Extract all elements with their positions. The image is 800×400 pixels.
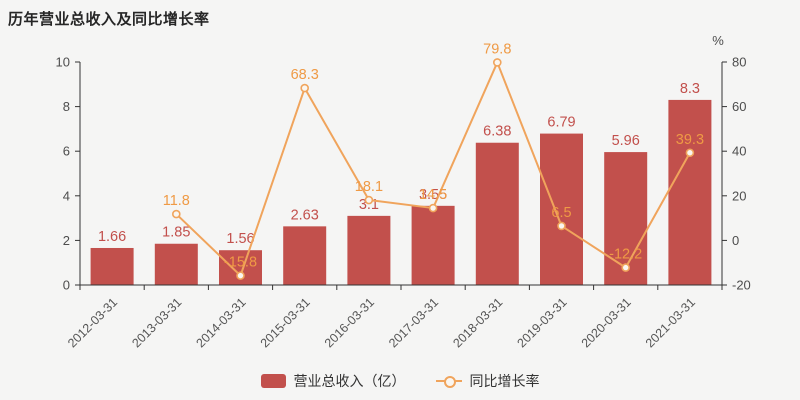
x-axis-label: 2013-03-31	[129, 295, 184, 350]
bar-value-label: 8.3	[680, 81, 700, 97]
bar-value-label: 1.56	[226, 231, 254, 247]
bar-value-label: 1.66	[98, 229, 126, 245]
bar-value-label: 6.38	[483, 124, 511, 140]
line-value-label: 68.3	[291, 67, 319, 83]
x-axis-label: 2016-03-31	[322, 295, 377, 350]
x-axis-label: 2014-03-31	[194, 295, 249, 350]
line-point[interactable]	[300, 83, 310, 93]
legend-item-revenue[interactable]: 营业总收入（亿）	[260, 371, 406, 391]
left-axis-tick-label: 10	[56, 55, 70, 70]
right-axis-unit-label: %	[712, 33, 724, 48]
line-value-label: 18.1	[355, 179, 383, 195]
bar[interactable]	[283, 226, 327, 285]
line-point[interactable]	[557, 221, 566, 231]
x-axis-label: 2021-03-31	[643, 295, 698, 350]
left-axis-tick-label: 6	[63, 144, 70, 159]
line-point[interactable]	[428, 203, 438, 213]
right-axis-tick-label: 60	[732, 99, 746, 114]
right-axis-tick-label: -20	[732, 278, 751, 293]
x-axis-label: 2017-03-31	[386, 295, 441, 350]
bar[interactable]	[411, 205, 455, 285]
chart-title: 历年营业总收入及同比增长率	[8, 11, 210, 28]
bar-value-label: 6.79	[547, 115, 575, 131]
bar[interactable]	[154, 243, 198, 285]
right-axis-tick-label: 80	[732, 55, 746, 70]
line-point[interactable]	[492, 58, 502, 67]
line-value-label: 11.8	[163, 193, 190, 209]
line-value-label: 14.5	[419, 187, 447, 203]
chart-canvas: 1.66 1.85 1.562.633.13.556.386.795.968.302…	[56, 33, 751, 350]
left-axis-tick-label: 8	[63, 99, 70, 114]
bar-series-swatch-icon	[260, 374, 286, 388]
line-point[interactable]	[364, 195, 374, 205]
legend-item-revenue-label: 营业总收入（亿）	[293, 373, 406, 389]
x-axis-label: 2019-03-31	[515, 295, 570, 350]
bar-value-label: 5.96	[612, 133, 640, 149]
line-value-label: 39.3	[676, 132, 704, 148]
x-axis-label: 2018-03-31	[450, 295, 505, 350]
line-point[interactable]	[621, 263, 631, 272]
chart-legend: 营业总收入（亿） 同比增长率	[0, 371, 800, 391]
line-series-marker-icon	[435, 374, 462, 388]
right-axis-tick-label: 20	[732, 188, 746, 203]
bar[interactable]	[540, 133, 583, 285]
bar-value-label: 1.85	[162, 225, 190, 241]
line-value-label: -15.8	[224, 255, 257, 271]
left-axis-tick-label: 2	[63, 233, 70, 248]
bar[interactable]	[604, 152, 648, 285]
left-axis-tick-label: 0	[63, 278, 70, 293]
line-value-label: -12.2	[609, 247, 642, 263]
left-axis-tick-label: 4	[63, 188, 70, 203]
right-axis-tick-label: 0	[732, 233, 739, 248]
bar[interactable]	[475, 142, 519, 285]
x-axis-label: 2020-03-31	[579, 295, 634, 350]
line-point[interactable]	[172, 209, 181, 219]
legend-item-growth[interactable]: 同比增长率	[435, 371, 540, 391]
line-point[interactable]	[685, 148, 695, 158]
legend-item-growth-label: 同比增长率	[469, 373, 540, 389]
x-axis-label: 2015-03-31	[258, 295, 313, 350]
bar-value-label: 2.63	[291, 207, 319, 223]
line-value-label: 6.5	[551, 205, 571, 221]
x-axis-label: 2012-03-31	[65, 295, 120, 350]
line-point[interactable]	[236, 271, 245, 280]
bar[interactable]	[90, 247, 134, 285]
bar[interactable]	[668, 99, 712, 285]
line-value-label: 79.8	[483, 41, 511, 57]
bar[interactable]	[347, 215, 391, 285]
right-axis-tick-label: 40	[732, 144, 746, 159]
